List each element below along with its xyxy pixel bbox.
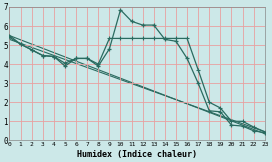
X-axis label: Humidex (Indice chaleur): Humidex (Indice chaleur): [77, 150, 197, 159]
